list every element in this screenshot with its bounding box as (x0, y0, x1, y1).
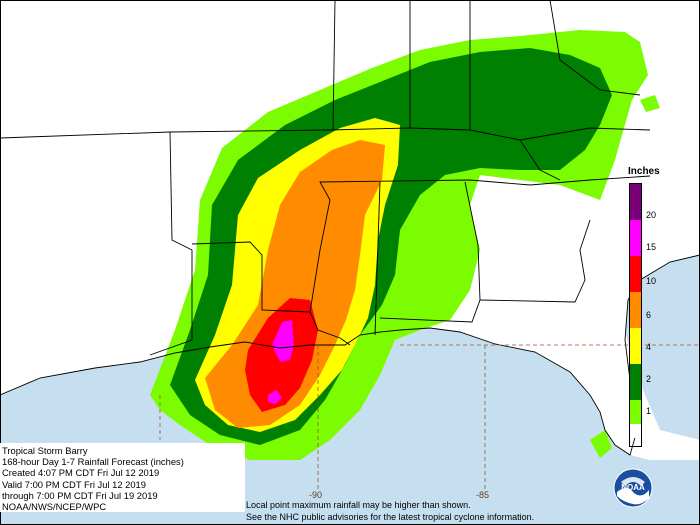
legend-label-1: 1 (646, 406, 652, 416)
legend-swatch-0 (630, 424, 641, 438)
noaa-logo: NOAA (613, 468, 653, 508)
legend-label-6: 6 (646, 310, 652, 320)
legend-label-20: 20 (646, 210, 657, 220)
note-nhc-advisories: See the NHC public advisories for the la… (246, 512, 535, 522)
longitude-label-85: -85 (476, 490, 490, 500)
product-title: 168-hour Day 1-7 Rainfall Forecast (inch… (2, 456, 184, 468)
rain-spot-atlantic (640, 95, 660, 112)
agency-credit: NOAA/NWS/NCEP/WPC (2, 501, 107, 513)
legend-label-4: 4 (646, 342, 652, 352)
longitude-gridlines (159, 344, 700, 490)
legend-title: Inches (628, 166, 660, 177)
longitude-label-90: -90 (309, 490, 323, 500)
rain-band-15in-small (268, 390, 282, 404)
rain-spot-florida (590, 430, 612, 458)
legend-swatch-15 (630, 220, 641, 256)
state-boundaries (0, 0, 651, 356)
note-local-maximum: Local point maximum rainfall may be high… (246, 500, 471, 510)
legend-swatch-6 (630, 292, 641, 328)
forecast-info-box: Tropical Storm Barry 168-hour Day 1-7 Ra… (0, 443, 245, 513)
storm-name: Tropical Storm Barry (2, 445, 88, 456)
legend-color-bar (629, 183, 642, 447)
rain-band-15in (272, 320, 294, 362)
rainfall-shading (150, 30, 660, 460)
legend-label-10: 10 (646, 276, 657, 286)
legend-swatch-10 (630, 256, 641, 292)
legend-label-15: 15 (646, 242, 657, 252)
legend-swatch-20 (630, 184, 641, 220)
created-time: Created 4:07 PM CDT Fri Jul 12 2019 (2, 467, 160, 479)
legend-label-2: 2 (646, 374, 652, 384)
legend-swatch-4 (630, 328, 641, 364)
valid-time: Valid 7:00 PM CDT Fri Jul 12 2019 (2, 478, 146, 490)
through-time: through 7:00 PM CDT Fri Jul 19 2019 (2, 489, 158, 501)
noaa-logo-text: NOAA (621, 483, 645, 492)
atlantic-ocean (625, 255, 700, 440)
legend-swatch-2 (630, 364, 641, 400)
legend-swatch-1 (630, 400, 641, 424)
